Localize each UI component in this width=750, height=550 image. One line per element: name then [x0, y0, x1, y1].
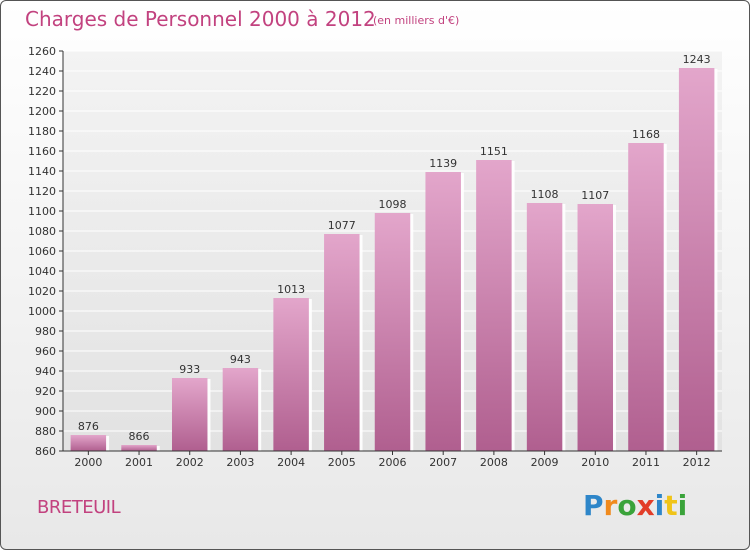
x-tick-label: 2010 [581, 456, 609, 469]
y-tick-label: 940 [35, 365, 56, 378]
y-tick-label: 1040 [28, 265, 56, 278]
x-tick-label: 2002 [176, 456, 204, 469]
data-label: 876 [78, 420, 99, 433]
data-label: 1098 [379, 198, 407, 211]
data-label: 933 [179, 363, 200, 376]
proxiti-logo[interactable]: Proxiti [583, 489, 687, 522]
bar-2004 [273, 298, 309, 451]
x-tick-label: 2012 [683, 456, 711, 469]
logo-letter: i [677, 489, 688, 522]
bar-2007 [425, 172, 461, 451]
logo-letter: t [664, 489, 678, 522]
y-tick-label: 1160 [28, 145, 56, 158]
data-label: 943 [230, 353, 251, 366]
bar-2010 [577, 204, 614, 451]
chart-title: Charges de Personnel 2000 à 2012 [25, 7, 376, 31]
x-tick-label: 2003 [226, 456, 254, 469]
chart-unit: (en milliers d'€) [373, 14, 460, 27]
logo-letter: P [583, 489, 604, 522]
y-tick-label: 1180 [28, 125, 56, 138]
x-tick-label: 2006 [379, 456, 407, 469]
bar-2006 [374, 213, 411, 451]
y-tick-label: 1000 [28, 305, 56, 318]
y-tick-label: 880 [35, 425, 56, 438]
y-tick-label: 1260 [28, 45, 56, 58]
x-tick-label: 2011 [632, 456, 660, 469]
y-tick-label: 860 [35, 445, 56, 458]
y-tick-label: 1220 [28, 85, 56, 98]
y-tick-label: 1080 [28, 225, 56, 238]
data-label: 1108 [531, 188, 559, 201]
x-tick-label: 2004 [277, 456, 305, 469]
bar-2003 [222, 368, 259, 451]
bar-2005 [324, 234, 360, 451]
y-axis: 860 880 900 920 940 960 980 1000 1020 1040 1060 108… [28, 45, 64, 458]
bar-2000 [70, 435, 107, 451]
data-label: 1168 [632, 128, 660, 141]
logo-letter: o [617, 489, 637, 522]
y-tick-label: 1240 [28, 65, 56, 78]
x-tick-label: 2000 [74, 456, 102, 469]
logo-letter: i [654, 489, 665, 522]
y-tick-label: 1200 [28, 105, 56, 118]
bar-2012 [678, 68, 715, 451]
data-label: 1107 [581, 189, 609, 202]
bar-2001 [121, 445, 157, 451]
y-tick-label: 1100 [28, 205, 56, 218]
y-tick-label: 1120 [28, 185, 56, 198]
data-label: 1139 [429, 157, 457, 170]
y-tick-label: 1060 [28, 245, 56, 258]
x-tick-label: 2008 [480, 456, 508, 469]
y-tick-label: 900 [35, 405, 56, 418]
y-tick-label: 920 [35, 385, 56, 398]
x-axis: 2000 2001 2002 2003 2004 2005 2006 2007 2008 2009… [63, 450, 722, 469]
y-tick-label: 1020 [28, 285, 56, 298]
logo-letter: r [603, 489, 618, 522]
data-label: 1243 [683, 53, 711, 66]
x-tick-label: 2009 [531, 456, 559, 469]
data-label: 866 [129, 430, 150, 443]
location-label: BRETEUIL [37, 497, 121, 518]
x-tick-label: 2001 [125, 456, 153, 469]
bar-2002 [171, 378, 208, 451]
bar-2009 [526, 203, 563, 451]
data-label: 1077 [328, 219, 356, 232]
bar-2008 [476, 160, 512, 451]
x-tick-label: 2005 [328, 456, 356, 469]
data-label: 1151 [480, 145, 508, 158]
y-tick-label: 960 [35, 345, 56, 358]
bars: 876 866 933 943 1013 1077 1098 1139 1151 1108 1107… [70, 53, 718, 451]
data-label: 1013 [277, 283, 305, 296]
y-tick-label: 1140 [28, 165, 56, 178]
bar-2011 [628, 143, 664, 451]
logo-letter: x [636, 489, 655, 522]
y-tick-label: 980 [35, 325, 56, 338]
x-tick-label: 2007 [429, 456, 457, 469]
